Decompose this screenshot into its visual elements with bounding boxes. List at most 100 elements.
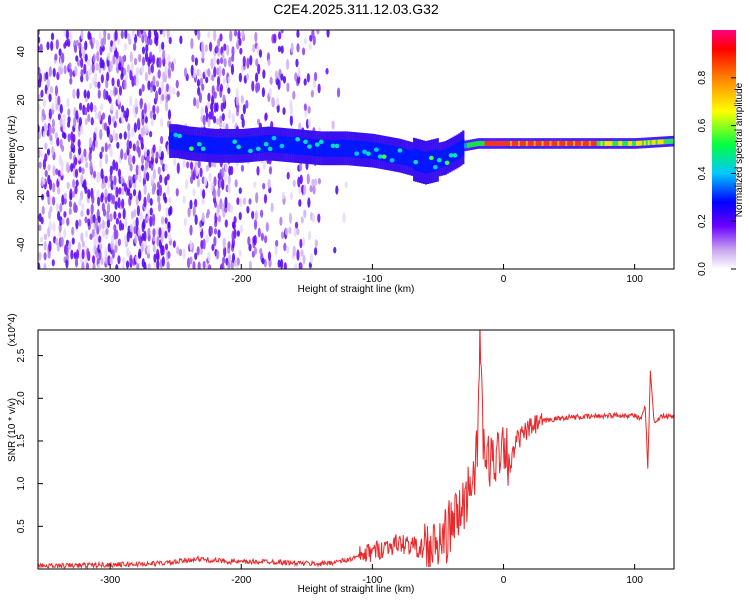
heatmap-cell bbox=[38, 224, 42, 232]
heatmap-cell bbox=[228, 137, 231, 155]
heatmap-cell bbox=[91, 255, 96, 264]
heatmap-cell bbox=[258, 49, 263, 58]
heatmap-cell bbox=[253, 218, 258, 230]
heatmap-cell bbox=[62, 122, 66, 133]
heatmap-cell bbox=[158, 87, 162, 96]
heatmap-cell bbox=[121, 263, 125, 269]
heatmap-cell bbox=[120, 112, 124, 121]
heatmap-cell bbox=[426, 151, 430, 174]
heatmap-cell bbox=[561, 141, 564, 146]
heatmap-cell bbox=[75, 179, 79, 187]
snr-x-tick-label: 0 bbox=[501, 575, 507, 586]
heatmap-cell bbox=[55, 237, 59, 246]
heatmap-cell bbox=[152, 144, 156, 154]
heatmap-cell bbox=[173, 157, 177, 166]
heatmap-cell bbox=[245, 73, 250, 81]
heatmap-cell bbox=[186, 134, 190, 152]
heatmap-cell bbox=[357, 140, 361, 158]
heatmap-cell bbox=[91, 194, 95, 204]
heatmap-cell bbox=[227, 254, 232, 264]
heatmap-cell bbox=[38, 103, 41, 112]
spectrogram-y-ticks: -40 -20 0 20 40 bbox=[16, 46, 43, 252]
heatmap-cell bbox=[120, 175, 124, 184]
heatmap-cell bbox=[147, 102, 151, 111]
heatmap-cell bbox=[94, 72, 98, 81]
heatmap-cell bbox=[468, 142, 471, 148]
heatmap-cell bbox=[233, 30, 238, 37]
heatmap-cell bbox=[569, 141, 572, 146]
heatmap-cell bbox=[84, 53, 88, 62]
heatmap-cell bbox=[247, 236, 251, 246]
heatmap-cell bbox=[492, 141, 495, 146]
heatmap-cell bbox=[74, 204, 78, 213]
heatmap-cell bbox=[294, 72, 298, 82]
heatmap-cell bbox=[309, 185, 313, 193]
heatmap-cell bbox=[57, 210, 61, 221]
heatmap-cell bbox=[263, 193, 268, 204]
heatmap-cell bbox=[67, 38, 71, 48]
heatmap-cell bbox=[198, 70, 202, 77]
heatmap-cell bbox=[356, 140, 359, 158]
heatmap-cell bbox=[172, 240, 176, 248]
heatmap-cell bbox=[480, 141, 483, 146]
heatmap-cell bbox=[84, 40, 88, 51]
heatmap-cell bbox=[207, 68, 211, 77]
heatmap-cell bbox=[138, 88, 142, 97]
heatmap-cell bbox=[164, 100, 169, 112]
heatmap-cell bbox=[178, 133, 182, 151]
heatmap-cell bbox=[354, 151, 360, 156]
heatmap-cell bbox=[342, 139, 345, 157]
heatmap-cell bbox=[238, 37, 242, 47]
heatmap-cell bbox=[107, 52, 111, 61]
heatmap-cell bbox=[399, 147, 402, 165]
heatmap-cell bbox=[117, 197, 121, 209]
colorbar-label: Normalized spectral amplitude bbox=[734, 82, 745, 217]
heatmap-cell bbox=[299, 238, 303, 249]
heatmap-cell bbox=[452, 153, 458, 158]
heatmap-cell bbox=[531, 141, 534, 146]
heatmap-cell bbox=[162, 163, 166, 172]
heatmap-cell bbox=[478, 141, 481, 146]
heatmap-cell bbox=[171, 132, 174, 150]
heatmap-cell bbox=[248, 148, 253, 154]
heatmap-cell bbox=[186, 161, 190, 169]
heatmap-cell bbox=[267, 146, 273, 152]
heatmap-cell bbox=[92, 53, 96, 63]
heatmap-cell bbox=[279, 258, 284, 269]
heatmap-cell bbox=[92, 37, 96, 45]
heatmap-cell bbox=[302, 254, 306, 265]
heatmap-cell bbox=[144, 51, 149, 62]
heatmap-cell bbox=[309, 253, 314, 264]
heatmap-cell bbox=[543, 141, 546, 146]
heatmap-cell bbox=[112, 54, 116, 65]
heatmap-cell bbox=[622, 141, 625, 146]
heatmap-cell bbox=[137, 228, 141, 237]
heatmap-cell bbox=[242, 197, 247, 205]
heatmap-cell bbox=[115, 161, 119, 172]
heatmap-cell bbox=[413, 148, 416, 171]
heatmap-cell bbox=[132, 30, 136, 39]
heatmap-cell bbox=[154, 90, 159, 102]
heatmap-cell bbox=[182, 247, 186, 260]
heatmap-cell bbox=[98, 222, 102, 231]
heatmap-cell bbox=[222, 256, 226, 264]
heatmap-cell bbox=[39, 150, 43, 158]
heatmap-cell bbox=[267, 251, 272, 261]
heatmap-cell bbox=[86, 247, 90, 259]
heatmap-cell bbox=[118, 85, 123, 96]
heatmap-cell bbox=[108, 133, 113, 142]
heatmap-cell bbox=[164, 230, 168, 239]
heatmap-cell bbox=[224, 196, 228, 208]
heatmap-cell bbox=[420, 150, 424, 173]
heatmap-cell bbox=[223, 246, 227, 258]
heatmap-cell bbox=[111, 249, 115, 259]
heatmap-cell bbox=[166, 184, 170, 196]
heatmap-cell bbox=[44, 169, 48, 177]
heatmap-cell bbox=[65, 244, 69, 256]
heatmap-cell bbox=[580, 141, 584, 146]
heatmap-cell bbox=[77, 146, 82, 156]
heatmap-cell bbox=[106, 125, 110, 135]
heatmap-cell bbox=[210, 181, 214, 192]
heatmap-cell bbox=[293, 137, 296, 155]
heatmap-cell bbox=[251, 210, 255, 220]
